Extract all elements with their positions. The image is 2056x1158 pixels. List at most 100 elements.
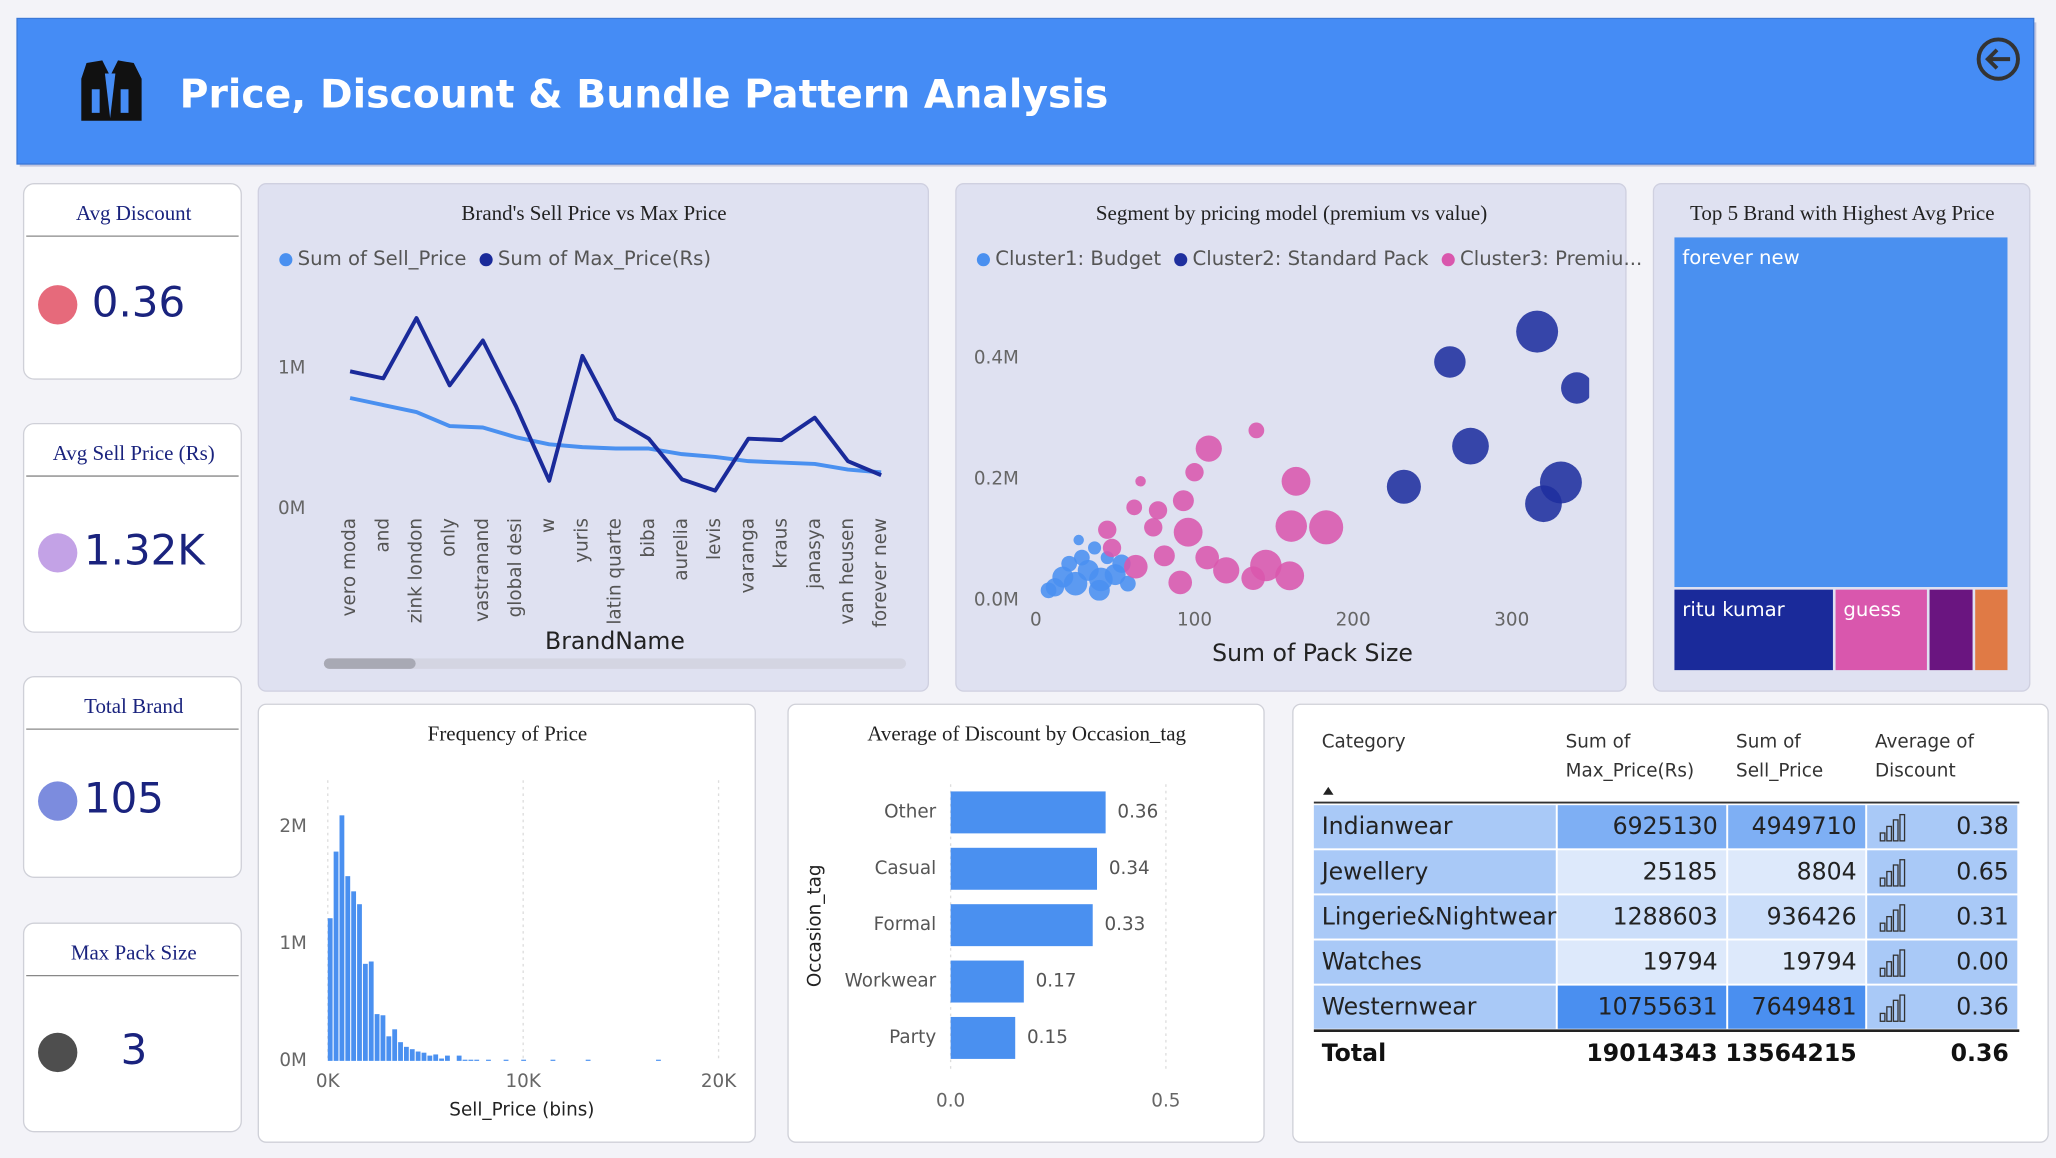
table-cell: [1867, 895, 2018, 939]
y-axis-title: Occasion_tag: [805, 865, 826, 988]
bubble: [1213, 557, 1240, 584]
histogram-bar: [368, 961, 374, 1061]
legend-label: Cluster3: Premiu...: [1460, 247, 1642, 270]
legend-label: Sum of Sell_Price: [298, 247, 467, 270]
histogram-bar: [439, 1058, 444, 1061]
histogram-bar: [415, 1051, 421, 1061]
table-cell: [1728, 850, 1866, 894]
legend-marker: [1441, 253, 1455, 267]
bubble: [1168, 570, 1193, 595]
table-cell-text: 19794: [1643, 948, 1718, 976]
x-tick-label: 0K: [316, 1071, 341, 1092]
chart-title: Brand's Sell Price vs Max Price: [461, 201, 726, 225]
histogram-bar: [351, 891, 357, 1061]
legend-label: Cluster2: Standard Pack: [1193, 247, 1430, 270]
table-cell-text: 6925130: [1613, 812, 1718, 840]
bar: [950, 847, 1098, 890]
table-cell-text: 936426: [1767, 902, 1857, 930]
x-tick-label: 200: [1336, 609, 1371, 630]
bar-icon: [1892, 909, 1899, 932]
bubble: [1275, 561, 1305, 591]
data-label: 0.34: [1109, 858, 1150, 879]
legend-label: Cluster1: Budget: [995, 247, 1161, 270]
table-cell-text: 0.00: [1956, 948, 2009, 976]
bar-icon: [1886, 825, 1893, 842]
tile-label: guess: [1843, 598, 1901, 621]
bar: [950, 1016, 1016, 1059]
x-tick-label: zink london: [405, 518, 426, 623]
treemap-tile: [1975, 589, 2008, 671]
table-cell-text: 4949710: [1752, 812, 1857, 840]
bar-icon: [1892, 819, 1899, 842]
histogram-bar: [386, 1036, 392, 1061]
chart-title: Top 5 Brand with Highest Avg Price: [1690, 201, 1995, 225]
bubble: [1088, 579, 1110, 601]
bar-icon: [1899, 859, 1906, 887]
kpi-icon: [38, 1032, 78, 1073]
bubble: [1195, 435, 1222, 462]
x-tick-label: vero moda: [339, 518, 360, 616]
table-cell-text: Watches: [1322, 948, 1422, 976]
column-header-box: Average of Discount: [1875, 731, 1974, 782]
table-cell-text: 0.38: [1956, 812, 2009, 840]
x-tick-label: forever new: [870, 518, 891, 628]
bar-icon: [1899, 904, 1906, 932]
column-header[interactable]: Sum of Max_Price(Rs): [1565, 731, 1695, 782]
scrollbar-thumb[interactable]: [323, 658, 416, 669]
kpi-icon: [38, 781, 78, 821]
table-cell: [1557, 850, 1727, 894]
histogram-bar: [392, 1029, 398, 1061]
kpi-value: 1.32K: [84, 525, 206, 574]
x-tick-label: 10K: [505, 1071, 541, 1092]
bar-icon: [1879, 922, 1886, 932]
total-cell: 13564215: [1725, 1039, 1856, 1067]
bubble: [1153, 545, 1175, 567]
bubble: [1173, 517, 1203, 547]
bubble: [1281, 466, 1311, 496]
table-cell: [1867, 940, 2018, 984]
x-tick-label: vastranand: [472, 518, 493, 622]
y-tick-label: 0.0M: [974, 590, 1019, 611]
x-tick-label: w: [538, 518, 559, 533]
table-cell: [1313, 805, 1556, 849]
bar-icon: [1892, 999, 1899, 1022]
kpi-label: Avg Sell Price (Rs): [53, 441, 215, 465]
bubble: [1561, 372, 1590, 404]
legend-marker: [479, 253, 493, 267]
table-cell: [1867, 850, 2018, 894]
y-tick-label: 1M: [278, 358, 306, 379]
x-tick-label: levis: [704, 518, 725, 560]
x-tick-label: global desi: [505, 518, 526, 617]
column-header[interactable]: Category: [1321, 731, 1406, 753]
bar-icon: [1899, 949, 1906, 977]
table-cell-text: 1288603: [1613, 902, 1718, 930]
bubble: [1309, 510, 1344, 545]
bar-icon: [1879, 832, 1886, 842]
x-tick-label: 0: [1030, 609, 1042, 630]
bubble: [1061, 555, 1078, 572]
bar-icon: [1892, 954, 1899, 977]
histogram-bar: [421, 1052, 427, 1061]
column-header-box: Category: [1321, 731, 1406, 753]
table-cell: [1728, 895, 1866, 939]
y-tick-label: Casual: [875, 858, 937, 879]
y-tick-label: 0M: [278, 498, 306, 519]
histogram-bar: [374, 1014, 380, 1061]
kpi-card: [22, 183, 242, 380]
bubble: [1045, 578, 1065, 597]
x-axis-title: Sell_Price (bins): [449, 1100, 594, 1121]
histogram-bar: [380, 1015, 386, 1061]
back-button[interactable]: [1976, 37, 2020, 81]
bubble: [1172, 490, 1194, 512]
bubble: [1386, 469, 1421, 504]
card: [257, 183, 930, 692]
kpi-value: 105: [84, 774, 164, 823]
column-header[interactable]: Sum of Sell_Price: [1736, 731, 1824, 782]
table-cell: [1728, 985, 1866, 1029]
column-header[interactable]: Average of Discount: [1875, 731, 1974, 782]
treemap-tile: [1674, 237, 2008, 588]
histogram-bar: [409, 1049, 415, 1061]
histogram-bar: [521, 1059, 527, 1061]
table-cell-text: 8804: [1797, 857, 1857, 885]
